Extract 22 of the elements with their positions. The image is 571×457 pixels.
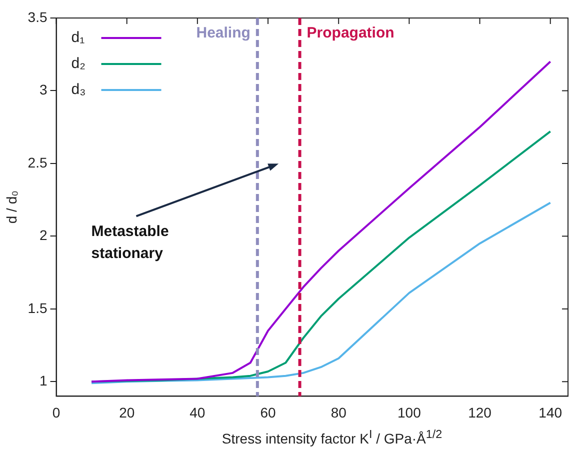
y-tick-label: 3.5 bbox=[28, 8, 48, 25]
ref-line-label: Propagation bbox=[306, 24, 394, 42]
y-tick-label: 1.5 bbox=[28, 300, 48, 316]
legend-label: d₂ bbox=[71, 55, 86, 72]
legend-label: d₃ bbox=[71, 81, 86, 98]
x-tick-label: 20 bbox=[119, 404, 135, 420]
y-tick-label: 2 bbox=[39, 227, 48, 244]
x-tick-label: 120 bbox=[468, 404, 492, 420]
y-tick-label: 2.5 bbox=[28, 154, 48, 170]
x-tick-label: 40 bbox=[190, 404, 206, 420]
x-tick-label: 100 bbox=[398, 404, 422, 420]
x-tick-label: 140 bbox=[538, 404, 562, 420]
x-tick-label: 0 bbox=[52, 404, 60, 420]
y-tick-label: 3 bbox=[39, 82, 48, 98]
y-tick-label: 1 bbox=[39, 372, 48, 389]
ref-line-label: Healing bbox=[196, 24, 250, 42]
y-axis-title: d / d₀ bbox=[3, 190, 20, 224]
x-tick-label: 80 bbox=[330, 404, 347, 420]
x-axis-title: Stress intensity factor K$^{I}$ / GPa·Å$^{1/2}$ bbox=[220, 428, 444, 447]
legend-label: d₁ bbox=[71, 29, 85, 46]
x-tick-label: 60 bbox=[260, 404, 276, 420]
annotation: Metastable stationary bbox=[91, 223, 169, 262]
